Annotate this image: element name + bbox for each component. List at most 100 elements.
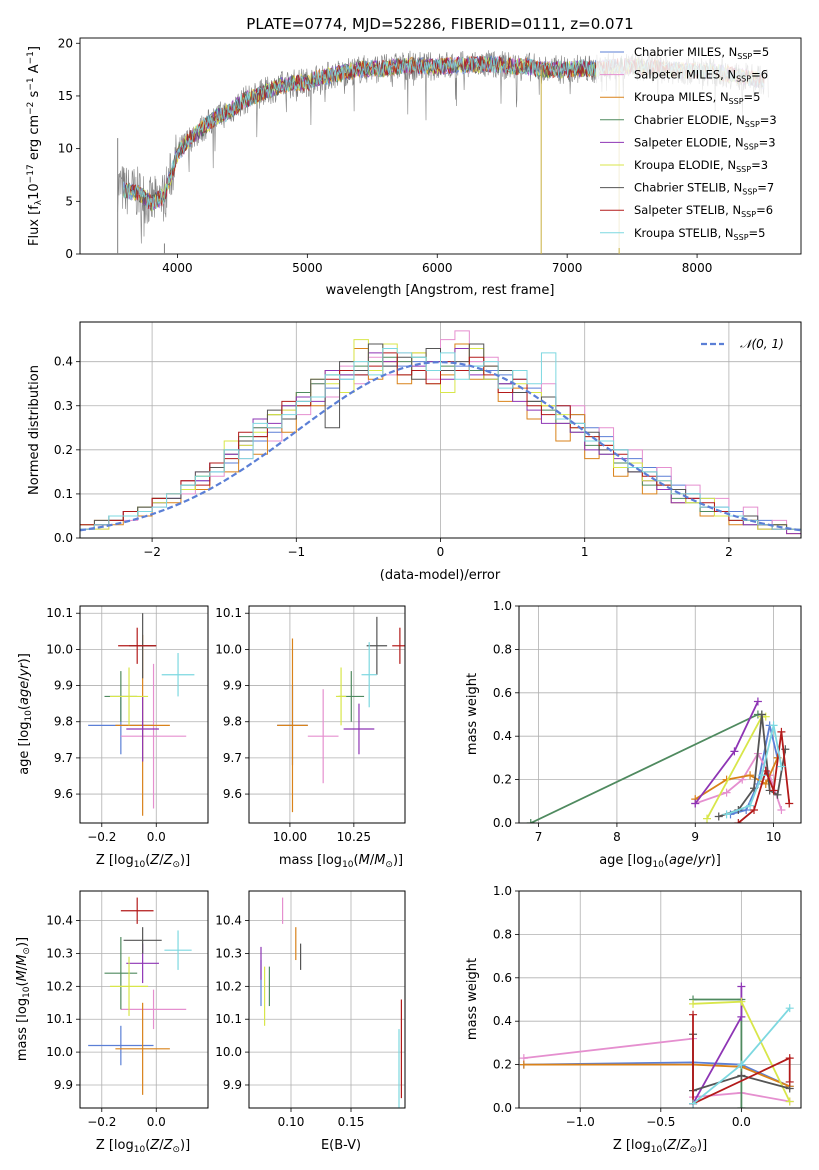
y-tick-label: 15 bbox=[58, 89, 73, 103]
x-tick-label: 5000 bbox=[292, 261, 323, 275]
small-panels: −0.2 0.0 9.6 9.7 9.8 9.9 10.0 10.1 10.00 10.25 9.6… bbox=[46, 599, 802, 1129]
age-vs-Z-border bbox=[79, 605, 209, 824]
mass-weight-vs-age-border bbox=[518, 605, 802, 824]
y-tick-label: 5 bbox=[65, 194, 73, 208]
legend-label: Chabrier STELIB, NSSP=7 bbox=[634, 181, 774, 197]
y-tick-label: 10.1 bbox=[46, 1012, 73, 1026]
residual-ticks: −2 −1 0 1 2 0.0 0.1 0.2 0.3 0.4 bbox=[54, 355, 733, 559]
y-tick-label: 0.0 bbox=[54, 531, 73, 545]
y-tick-label: 10.2 bbox=[215, 979, 242, 993]
legend-label: Chabrier ELODIE, NSSP=3 bbox=[634, 113, 777, 129]
weight-age-y-axis-label: mass weight bbox=[465, 673, 480, 755]
chart-title: PLATE=0774, MJD=52286, FIBERID=0111, z=0… bbox=[246, 15, 633, 33]
normal-curve bbox=[80, 360, 801, 532]
weight-marker bbox=[689, 1099, 698, 1108]
legend-label: Salpeter STELIB, NSSP=6 bbox=[634, 203, 773, 219]
y-tick-label: 10.0 bbox=[46, 642, 73, 656]
y-tick-label: 10.1 bbox=[215, 1012, 242, 1026]
mass-vs-EBV-panel: 0.10 0.15 9.9 10.0 10.1 10.2 10.3 10.4 bbox=[215, 890, 406, 1129]
weight-marker bbox=[722, 788, 731, 797]
x-tick-label: 10.00 bbox=[273, 830, 307, 844]
x-tick-label: 8 bbox=[613, 830, 621, 844]
weight-marker bbox=[785, 799, 794, 808]
y-tick-label: 9.9 bbox=[223, 679, 242, 693]
spectrum-y-axis-label: Flux [fλ10−17 erg cm−2 s−1 A−1] bbox=[26, 46, 44, 246]
x-tick-label: 1 bbox=[581, 545, 589, 559]
weight-marker bbox=[785, 1097, 794, 1106]
x-tick-label: 10.25 bbox=[337, 830, 371, 844]
y-tick-label: 10.3 bbox=[46, 946, 73, 960]
x-tick-label: 0.0 bbox=[147, 830, 166, 844]
y-tick-label: 10.2 bbox=[46, 979, 73, 993]
mass-weight-vs-age-data bbox=[526, 697, 794, 823]
legend-label-value: =3 bbox=[760, 113, 777, 127]
legend-label-value: =5 bbox=[752, 45, 769, 59]
y-tick-label: 9.7 bbox=[54, 751, 73, 765]
y-tick-label: 10.3 bbox=[215, 946, 242, 960]
legend-label: Kroupa ELODIE, NSSP=3 bbox=[634, 158, 768, 174]
mass-vs-EBV-border bbox=[248, 890, 406, 1109]
y-tick-label: 0 bbox=[65, 247, 73, 261]
legend-label-subscript: SSP bbox=[729, 97, 744, 106]
legend-label-value: =5 bbox=[744, 90, 761, 104]
age-z-x-axis-label: Z [log10(Z/Z⊙)] bbox=[96, 853, 190, 870]
x-tick-label: −0.2 bbox=[87, 830, 116, 844]
age-vs-Z-grid bbox=[80, 606, 208, 823]
y-tick-label: 10.4 bbox=[46, 914, 73, 928]
weight-marker bbox=[769, 786, 778, 795]
y-tick-label: 10.1 bbox=[215, 606, 242, 620]
weight-marker bbox=[519, 1060, 528, 1069]
weight-marker bbox=[777, 805, 786, 814]
weight-marker bbox=[753, 697, 762, 706]
y-tick-label: 10.0 bbox=[46, 1045, 73, 1059]
legend-label: Salpeter MILES, NSSP=6 bbox=[634, 68, 768, 84]
weight-marker bbox=[777, 727, 786, 736]
y-tick-label: 0.0 bbox=[493, 1101, 512, 1115]
x-tick-label: −0.2 bbox=[87, 1115, 116, 1129]
mass-vs-Z-data bbox=[88, 897, 192, 1095]
y-tick-label: 0.6 bbox=[493, 971, 512, 985]
mass-ebv-x-axis-label: E(B-V) bbox=[321, 1138, 361, 1153]
age-vs-Z-data bbox=[88, 613, 195, 816]
mass-z-x-axis-label: Z [log10(Z/Z⊙)] bbox=[96, 1138, 190, 1155]
spectrum-legend: Chabrier MILES, NSSP=5 Salpeter MILES, NS… bbox=[596, 41, 797, 248]
age-vs-mass-panel: 10.00 10.25 9.6 9.7 9.8 9.9 10.0 10.1 bbox=[215, 605, 406, 844]
x-tick-label: 0.0 bbox=[732, 1115, 751, 1129]
legend-label-subscript: SSP bbox=[744, 142, 759, 151]
x-tick-label: 8000 bbox=[682, 261, 713, 275]
residual-panel: −2 −1 0 1 2 0.0 0.1 0.2 0.3 0.4 (data-model)/erro… bbox=[27, 321, 802, 583]
mass-weight-vs-Z-data bbox=[519, 982, 794, 1108]
y-tick-label: 0.2 bbox=[54, 443, 73, 457]
y-tick-label: 9.6 bbox=[223, 787, 242, 801]
y-tick-label: 0.3 bbox=[54, 399, 73, 413]
mass-vs-Z-axes-frame bbox=[79, 890, 209, 1109]
mass-vs-EBV-grid bbox=[249, 891, 405, 1108]
weight-age-x-axis-label: age [log10(age/yr)] bbox=[599, 853, 721, 870]
age-mass-x-axis-label: mass [log10(M/M⊙)] bbox=[279, 853, 403, 870]
x-tick-label: 0.10 bbox=[278, 1115, 305, 1129]
weight-marker bbox=[757, 710, 766, 719]
mass-vs-Z-panel: −0.2 0.0 9.9 10.0 10.1 10.2 10.3 10.4 bbox=[46, 890, 209, 1129]
x-tick-label: 6000 bbox=[422, 261, 453, 275]
mass-weight-vs-Z-panel: −1.0 −0.5 0.0 0.0 0.2 0.4 0.6 0.8 1.0 bbox=[493, 884, 802, 1129]
weight-line bbox=[695, 751, 783, 811]
x-tick-label: 7000 bbox=[552, 261, 583, 275]
weight-marker bbox=[730, 747, 739, 756]
weight-line bbox=[692, 1014, 791, 1106]
normal-curve-legend-label: 𝒩(0, 1) bbox=[740, 337, 784, 351]
y-tick-label: 10.4 bbox=[215, 914, 242, 928]
y-tick-label: 0.1 bbox=[54, 487, 73, 501]
y-tick-label: 0.8 bbox=[493, 927, 512, 941]
y-tick-label: 0.4 bbox=[493, 729, 512, 743]
y-tick-label: 0.4 bbox=[493, 1014, 512, 1028]
y-tick-label: 20 bbox=[58, 36, 73, 50]
weight-marker bbox=[689, 999, 698, 1008]
y-tick-label: 0.4 bbox=[54, 355, 73, 369]
weight-marker bbox=[773, 790, 782, 799]
y-tick-label: 10.1 bbox=[46, 606, 73, 620]
legend-label-value: =6 bbox=[751, 68, 768, 82]
mass-vs-EBV-data bbox=[260, 897, 402, 1108]
x-tick-label: 0.0 bbox=[147, 1115, 166, 1129]
y-tick-label: 0.0 bbox=[493, 816, 512, 830]
